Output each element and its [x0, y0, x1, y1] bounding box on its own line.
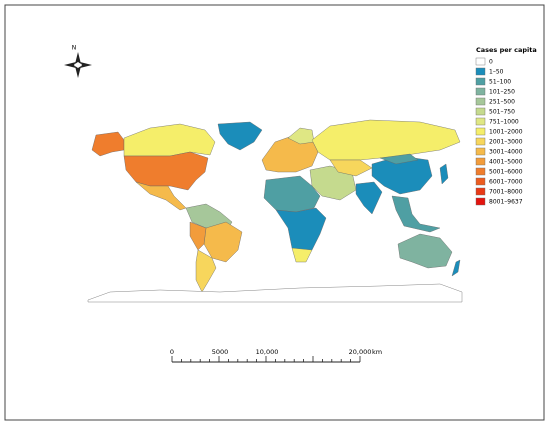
country	[275, 207, 327, 259]
country	[203, 221, 243, 263]
legend-label: 6001–7000	[489, 179, 523, 186]
country	[379, 153, 419, 165]
legend-swatch	[475, 177, 486, 186]
country	[263, 175, 321, 213]
legend-label: 1–50	[489, 69, 504, 76]
legend-label: 0	[489, 59, 493, 66]
compass-needle	[75, 52, 81, 64]
country	[397, 233, 453, 269]
scale-label: 10,000	[256, 348, 279, 356]
legend-swatch	[475, 147, 486, 156]
country	[451, 259, 461, 277]
compass-needle	[75, 66, 81, 78]
legend-swatch	[475, 127, 486, 136]
scale-label: 20,000	[349, 348, 372, 356]
legend-label: 7001–8000	[489, 189, 523, 196]
scale-label: 5000	[212, 348, 229, 356]
legend: Cases per capita 0 1–50 51–100 101–250 251–5…	[475, 46, 537, 206]
country	[287, 127, 315, 145]
legend-swatch	[475, 107, 486, 116]
frame	[4, 4, 545, 421]
legend-label: 5001–6000	[489, 169, 523, 176]
legend-swatch	[475, 87, 486, 96]
compass-needle	[80, 62, 92, 68]
compass-needle	[64, 62, 76, 68]
legend-label: 8001–9637	[489, 199, 523, 206]
legend-swatch	[475, 97, 486, 106]
country	[309, 165, 357, 201]
legend-swatch	[475, 167, 486, 176]
legend-label: 4001–5000	[489, 159, 523, 166]
legend-swatch	[475, 197, 486, 206]
legend-swatch	[475, 187, 486, 196]
legend-label: 51–100	[489, 79, 511, 86]
legend-label: 3001–4000	[489, 149, 523, 156]
country	[217, 121, 263, 151]
legend-swatch	[475, 117, 486, 126]
country	[391, 195, 441, 233]
scale-unit: km	[372, 348, 382, 356]
legend-label: 251–500	[489, 99, 515, 106]
legend-label: 1001–2000	[489, 129, 523, 136]
country	[195, 249, 217, 293]
legend-title: Cases per capita	[476, 46, 537, 54]
legend-swatch	[475, 57, 486, 66]
legend-swatch	[475, 157, 486, 166]
compass-label: N	[72, 45, 77, 52]
scale-label: 0	[170, 348, 174, 356]
country	[329, 159, 373, 177]
scale-bar: 0 5000 10,000 20,000 km	[170, 348, 382, 363]
legend-swatch	[475, 67, 486, 76]
legend-label: 751–1000	[489, 119, 519, 126]
country	[189, 221, 207, 251]
country	[439, 163, 449, 185]
country	[355, 181, 383, 215]
legend-swatch	[475, 77, 486, 86]
country	[261, 135, 319, 173]
north-arrow: N	[64, 45, 92, 78]
country	[311, 119, 461, 161]
legend-label: 101–250	[489, 89, 515, 96]
country	[91, 131, 125, 157]
country	[291, 247, 313, 263]
country	[123, 151, 209, 191]
legend-label: 2001–3000	[489, 139, 523, 146]
world-map	[87, 119, 463, 303]
legend-label: 501–750	[489, 109, 515, 116]
antarctica	[87, 283, 463, 303]
legend-swatch	[475, 137, 486, 146]
